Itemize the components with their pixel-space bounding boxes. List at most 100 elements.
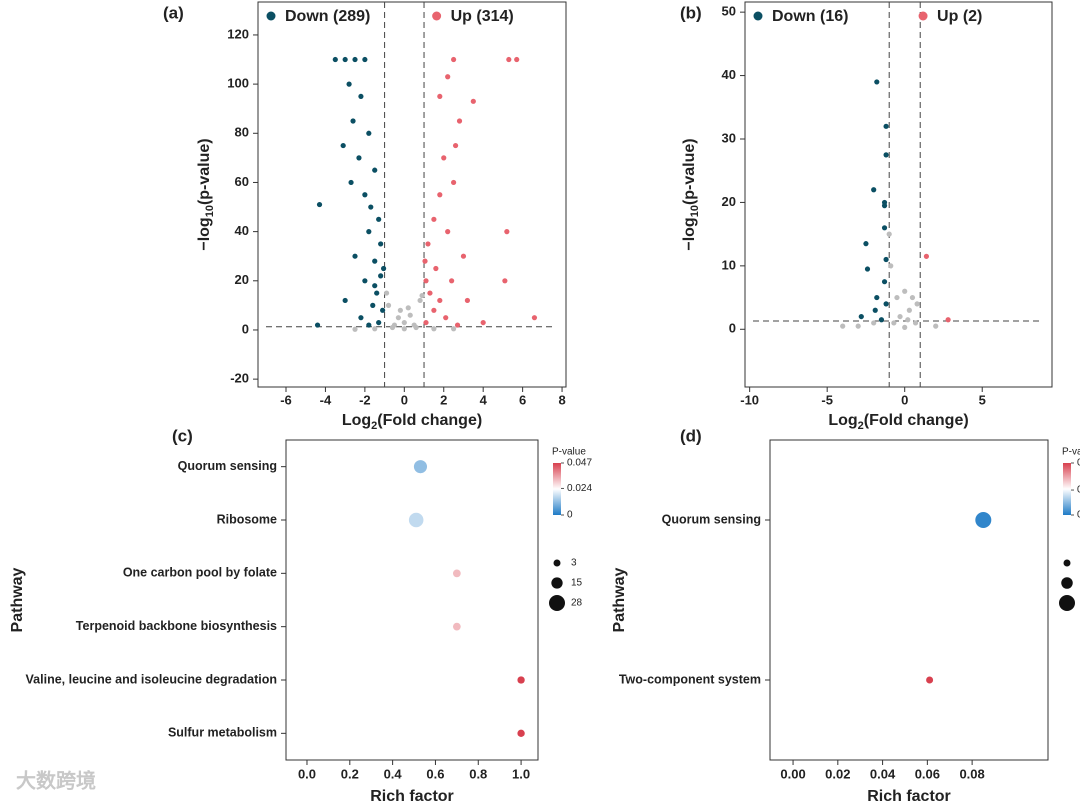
axis-label-part: 2 [371,420,377,432]
point [858,313,864,320]
y-axis-label: −log10(p-value) [681,138,701,250]
point [451,326,457,332]
plot-frame [257,1,567,388]
y-tick-label: 60 [235,174,249,189]
point [362,56,368,63]
point [883,301,889,307]
bubble [517,729,525,738]
colorbar-tick-label: 0.024 [567,483,592,494]
point [358,93,364,100]
point [902,324,908,330]
point [460,253,467,259]
x-tick-label: 0.04 [870,766,896,781]
point [909,294,916,301]
category-label: Ribosome [217,512,277,526]
x-tick-label: 5 [979,392,986,407]
point [378,241,384,247]
point [445,229,451,235]
point [348,179,354,186]
legend-label: Down (289) [285,8,370,25]
point [433,265,439,272]
x-axis-label: Log2(Fold change) [342,412,482,432]
point [401,319,407,326]
point [864,266,871,272]
point [883,256,889,263]
x-axis-label: Rich factor [370,788,454,804]
point [372,258,378,264]
point [451,56,457,63]
colorbar-tick-label: 0 [567,510,573,521]
point [381,265,387,272]
point [423,278,429,284]
y-tick-label: 120 [227,26,249,41]
point [332,56,338,63]
category-label: Quorum sensing [178,459,277,473]
point [372,167,378,173]
point [342,56,348,63]
point [454,322,461,328]
panel-label: (c) [172,426,193,445]
axis-label-part: −log [681,217,698,250]
colorbar-tick-label: 0.047 [567,458,592,469]
x-tick-label: 0.00 [780,766,805,781]
legend-marker [266,11,276,21]
x-tick-label: 6 [519,392,526,407]
plot-frame [285,439,539,761]
x-tick-label: -4 [320,392,332,407]
size-legend-label: 3 [571,558,577,569]
point [863,241,869,247]
category-label: One carbon pool by folate [123,566,277,580]
point [352,326,358,332]
size-legend-label: 28 [571,598,583,609]
point [397,307,403,313]
x-tick-label: 0.08 [959,766,984,781]
colorbar-tick-label: 0 [1077,510,1080,521]
y-tick-label: 100 [227,76,249,91]
legend-marker [753,11,763,21]
x-tick-label: 0.02 [825,766,850,781]
x-tick-label: -2 [359,392,371,407]
axis-label-part: (Fold change) [864,412,969,429]
point [840,323,846,329]
point [914,301,920,307]
x-tick-label: 0.8 [469,766,487,781]
point [452,142,459,149]
point [316,201,323,208]
point [314,322,321,328]
x-axis-label: Rich factor [867,788,951,804]
point [933,323,939,329]
point [437,192,443,198]
point [945,317,951,323]
y-tick-label: 50 [722,4,736,19]
point [881,225,888,231]
panel-label: (d) [680,426,702,445]
point [871,187,877,193]
category-label: Two-component system [619,672,761,686]
point [372,283,378,289]
y-tick-label: 20 [722,194,736,209]
point [506,56,512,63]
point [504,229,510,235]
size-legend-marker [1061,577,1073,589]
colorbar-tick-label: 0.012 [1077,485,1080,496]
axis-label-part: (p-value) [196,138,213,205]
x-tick-label: 0.06 [915,766,940,781]
y-axis-label: −log10(p-value) [196,138,216,250]
colorbar-title: P-value [1062,447,1080,458]
point [383,290,390,296]
point [531,315,538,321]
colorbar-title: P-value [552,447,586,458]
x-tick-label: 1.0 [512,766,530,781]
point [502,278,508,284]
axis-label-part: Log [342,412,371,429]
point [362,192,368,198]
x-tick-label: 0.6 [426,766,444,781]
point [419,292,425,299]
colorbar-tick-label: 0.025 [1077,458,1080,469]
point [358,315,364,321]
point [366,322,372,328]
y-tick-label: 20 [235,272,249,287]
axis-label-part: (p-value) [681,138,698,205]
point [445,74,451,80]
